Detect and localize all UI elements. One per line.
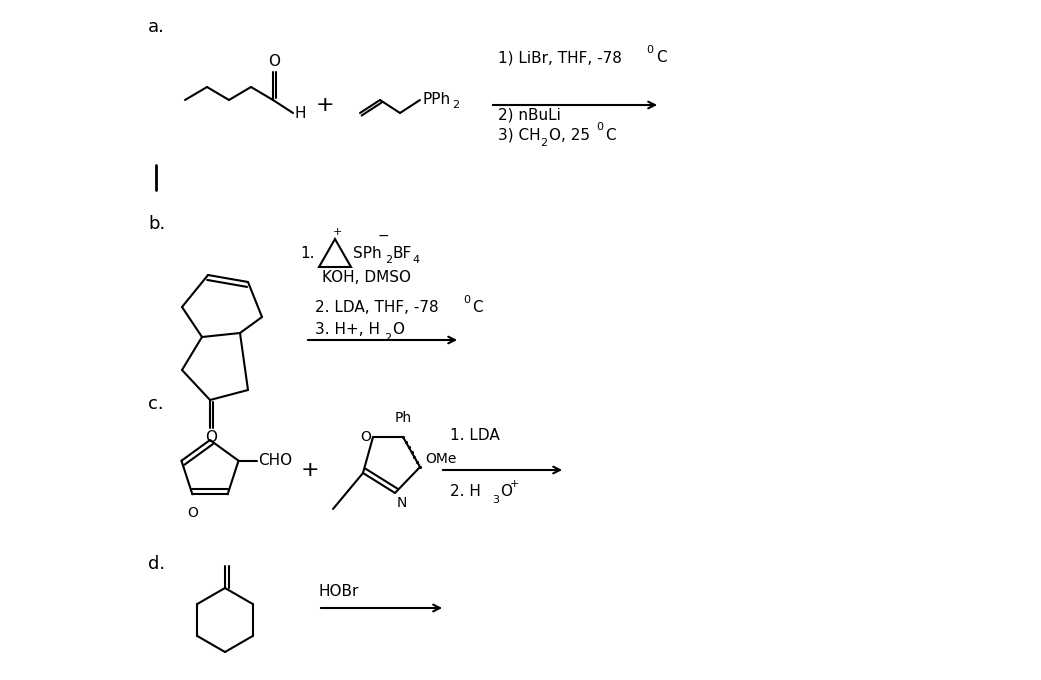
Text: O: O: [360, 430, 371, 444]
Text: 2. LDA, THF, -78: 2. LDA, THF, -78: [315, 301, 443, 316]
Text: c.: c.: [148, 395, 163, 413]
Text: BF: BF: [392, 245, 411, 260]
Text: 0: 0: [463, 295, 469, 305]
Text: 1. LDA: 1. LDA: [450, 428, 500, 443]
Text: O: O: [205, 430, 217, 445]
Text: O: O: [268, 54, 280, 69]
Text: 2. H: 2. H: [450, 484, 481, 500]
Text: CHO: CHO: [258, 454, 293, 469]
Text: O: O: [187, 507, 198, 520]
Text: +: +: [332, 227, 341, 237]
Text: O: O: [500, 484, 512, 500]
Text: HOBr: HOBr: [318, 585, 358, 600]
Text: O, 25: O, 25: [549, 128, 594, 143]
Text: 0: 0: [596, 122, 603, 132]
Text: −: −: [377, 229, 388, 243]
Text: N: N: [397, 496, 407, 510]
Text: H: H: [295, 107, 306, 122]
Text: +: +: [510, 479, 519, 489]
Text: OMe: OMe: [425, 452, 456, 466]
Text: C: C: [605, 128, 615, 143]
Text: 0: 0: [646, 45, 653, 55]
Text: C: C: [656, 50, 666, 65]
Text: a.: a.: [148, 18, 164, 36]
Text: SPh: SPh: [353, 245, 382, 260]
Text: d.: d.: [148, 555, 166, 573]
Text: 3: 3: [492, 495, 499, 505]
Text: 1.: 1.: [301, 245, 315, 260]
Text: 2: 2: [384, 333, 391, 343]
Text: O: O: [392, 322, 404, 337]
Text: 2: 2: [540, 138, 548, 148]
Text: 3. H+, H: 3. H+, H: [315, 322, 380, 337]
Text: KOH, DMSO: KOH, DMSO: [322, 271, 411, 286]
Text: 2: 2: [385, 255, 392, 265]
Text: 2) nBuLi: 2) nBuLi: [498, 107, 561, 122]
Text: 1) LiBr, THF, -78: 1) LiBr, THF, -78: [498, 50, 627, 65]
Text: +: +: [315, 95, 334, 115]
Text: C: C: [472, 301, 483, 316]
Text: b.: b.: [148, 215, 166, 233]
Text: 4: 4: [412, 255, 420, 265]
Text: Ph: Ph: [395, 411, 411, 425]
Text: 3) CH: 3) CH: [498, 128, 540, 143]
Text: 2: 2: [452, 100, 459, 110]
Text: PPh: PPh: [422, 92, 450, 107]
Text: +: +: [301, 460, 320, 480]
